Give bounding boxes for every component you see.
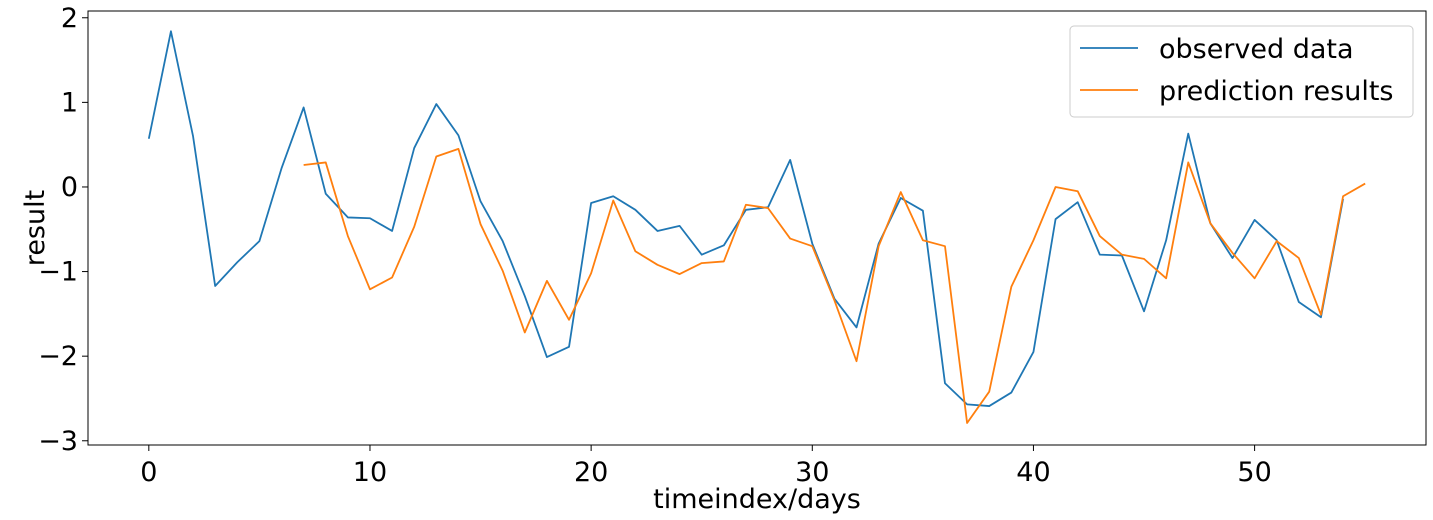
plot-lines — [147, 30, 1366, 424]
x-axis-label: timeindex/days — [653, 484, 861, 515]
y-tick-label: −1 — [38, 257, 78, 288]
legend-label-1: observed data — [1159, 34, 1354, 65]
y-axis-ticks: −3 −2 −1 0 1 2 — [38, 3, 88, 457]
axes-frame — [87, 10, 1427, 446]
series-line-1 — [147, 30, 1344, 407]
legend-label-2: prediction results — [1159, 76, 1394, 107]
y-tick-label: 0 — [61, 172, 78, 203]
x-tick-label: 50 — [1237, 457, 1271, 488]
y-tick-label: 2 — [61, 3, 78, 34]
x-tick-label: 0 — [140, 457, 157, 488]
series-line-2 — [303, 147, 1366, 424]
y-axis-label: result — [20, 190, 51, 266]
y-tick-label: 1 — [61, 87, 78, 118]
x-tick-label: 40 — [1016, 457, 1050, 488]
x-tick-label: 20 — [574, 457, 608, 488]
x-tick-label: 30 — [795, 457, 829, 488]
x-axis-ticks: 0 10 20 30 40 50 — [140, 445, 1272, 488]
legend: observed data prediction results — [1069, 25, 1414, 118]
legend-box — [1069, 25, 1414, 118]
y-tick-label: −2 — [38, 341, 78, 372]
y-tick-label: −3 — [38, 426, 78, 457]
x-tick-label: 10 — [353, 457, 387, 488]
